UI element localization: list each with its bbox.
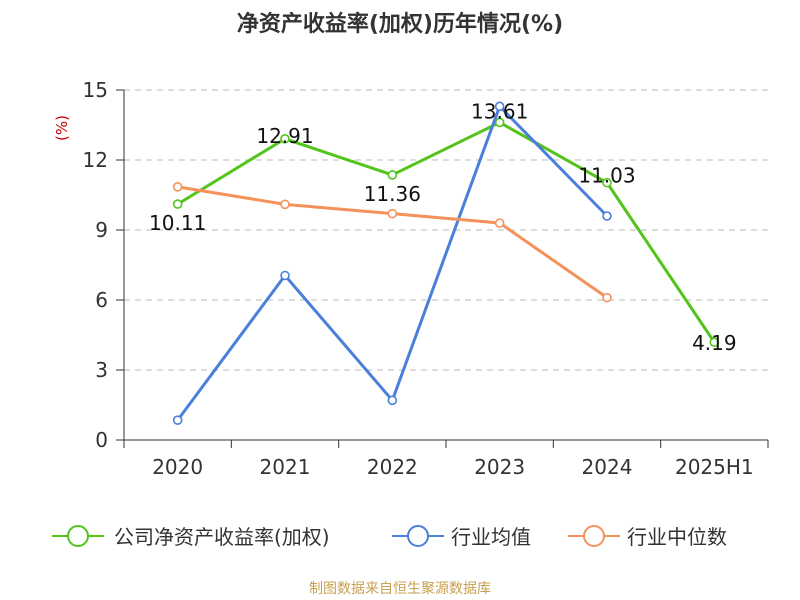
data-point-2: [280, 199, 290, 210]
x-tick-label: 2023: [474, 455, 525, 479]
data-point-1: [280, 270, 290, 281]
grid-layer: [124, 89, 768, 371]
axis-layer: 0 3 6 9 12 15 (%) 2020 2021 2022 2023 2024 2025H1: [53, 78, 769, 479]
legend-label: 行业中位数: [627, 525, 727, 549]
series-line-1: [176, 104, 609, 422]
x-tick-label: 2025H1: [675, 455, 754, 479]
data-point-1: [387, 395, 398, 406]
data-point-1: [602, 211, 612, 221]
data-point-0: [709, 337, 720, 348]
data-point-2: [172, 182, 183, 192]
data-point-2: [494, 218, 505, 228]
data-point-0: [172, 199, 183, 209]
y-tick-label: 15: [83, 78, 108, 102]
data-point-1: [172, 415, 183, 425]
x-tick-label: 2024: [582, 455, 633, 479]
series-line-0: [176, 120, 716, 344]
x-tick-label: 2022: [367, 455, 418, 479]
data-point-2: [387, 208, 398, 219]
label-layer: 10.11 12.91 11.36 13.61 11.03 4.19: [149, 99, 737, 355]
legend: 公司净资产收益率(加权) 行业均值 行业中位数: [52, 525, 727, 549]
data-point-2: [602, 292, 612, 303]
x-tick-label: 2021: [260, 455, 311, 479]
source-note: 制图数据来自恒生聚源数据库: [309, 581, 491, 597]
y-axis-unit-label: (%): [53, 115, 71, 141]
legend-swatch-marker: [583, 525, 605, 547]
data-label: 11.36: [364, 182, 421, 206]
legend-swatch-marker: [407, 525, 429, 547]
y-tick-label: 3: [95, 358, 108, 382]
data-point-0: [280, 133, 290, 144]
legend-label: 行业均值: [451, 525, 531, 549]
data-label: 11.03: [578, 164, 635, 188]
data-point-0: [494, 117, 505, 128]
y-tick-label: 9: [95, 218, 108, 242]
legend-swatch-marker: [67, 525, 89, 547]
y-tick-label: 0: [95, 428, 108, 452]
data-point-0: [602, 177, 612, 188]
data-label: 13.61: [471, 99, 528, 123]
y-tick-label: 12: [83, 148, 108, 172]
chart-title: 净资产收益率(加权)历年情况(%): [236, 12, 564, 37]
data-label: 12.91: [256, 124, 313, 148]
data-label: 10.11: [149, 211, 206, 235]
series-layer: [172, 101, 720, 425]
data-point-1: [494, 101, 505, 112]
data-point-0: [387, 170, 398, 180]
x-tick-label: 2020: [152, 455, 203, 479]
legend-label: 公司净资产收益率(加权): [114, 525, 330, 549]
data-label: 4.19: [692, 331, 737, 355]
y-tick-label: 6: [95, 288, 108, 312]
